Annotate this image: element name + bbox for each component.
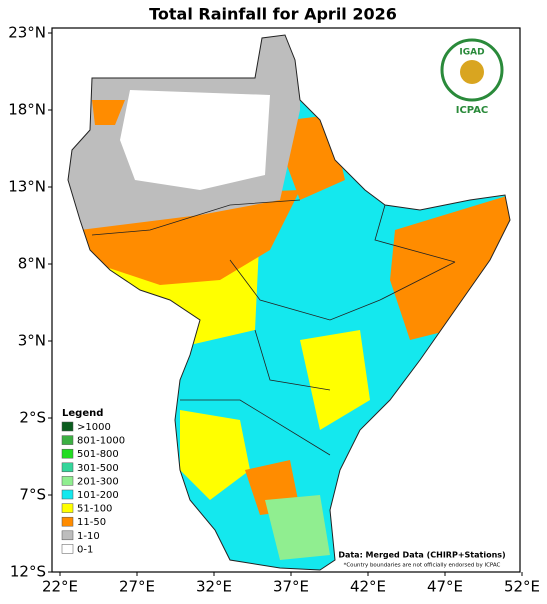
lat-tick-label: 18°N [8, 101, 46, 119]
lon-tick-label: 47°E [427, 578, 463, 596]
legend-swatch [61, 448, 74, 459]
zone [300, 330, 370, 430]
legend-swatch [61, 462, 74, 473]
lon-tick-label: 52°E [504, 578, 540, 596]
legend-swatch [61, 476, 74, 486]
legend-label: 801-1000 [77, 436, 125, 447]
legend-label: 51-100 [77, 504, 112, 515]
legend-swatch [61, 435, 74, 445]
legend-label: 0-1 [77, 544, 93, 555]
lat-tick-label: 23°N [8, 24, 46, 42]
legend-swatch [61, 421, 74, 432]
logo: IGAD ICPAC [440, 38, 504, 116]
legend-label: 301-500 [77, 463, 119, 474]
lon-tick-label: 22°E [42, 578, 78, 596]
legend-label: 1-10 [77, 531, 100, 542]
lon-tick-label: 37°E [273, 578, 309, 596]
lat-tick-label: 3°N [18, 332, 46, 350]
lat-tick-label: 2°S [19, 409, 46, 427]
region-outline [67, 34, 511, 571]
lon-tick-label: 32°E [196, 578, 232, 596]
legend-swatch [61, 516, 74, 527]
zone [265, 495, 330, 560]
lat-tick-label: 7°S [19, 486, 46, 504]
legend-label: 501-800 [77, 449, 119, 460]
map-frame [51, 27, 521, 573]
map-title: Total Rainfall for April 2026 [149, 5, 397, 24]
zone [390, 195, 510, 340]
legend-label: >1000 [77, 422, 111, 433]
zone [180, 410, 250, 500]
legend-swatch [61, 530, 74, 541]
lon-tick-label: 42°E [350, 578, 386, 596]
legend-swatch [61, 544, 74, 554]
logo-org: ICPAC [456, 105, 489, 116]
zone [120, 90, 270, 190]
logo-emblem [460, 60, 484, 84]
lon-tick-label: 27°E [119, 578, 155, 596]
legend-swatch [61, 503, 74, 513]
zone [92, 100, 125, 125]
lat-tick-label: 12°S [10, 563, 46, 581]
legend-swatch [61, 489, 74, 500]
legend-title: Legend [62, 408, 103, 419]
lat-tick-label: 13°N [8, 178, 46, 196]
source-note: Data: Merged Data (CHIRP+Stations) [338, 551, 505, 560]
lat-tick-label: 8°N [18, 255, 46, 273]
legend-label: 101-200 [77, 490, 119, 501]
legend-label: 201-300 [77, 476, 119, 487]
disclaimer: *Country boundaries are not officially e… [344, 563, 501, 569]
rainfall-field [68, 35, 510, 570]
borders [91, 199, 456, 456]
legend-label: 11-50 [77, 517, 106, 528]
logo-name: IGAD [459, 48, 484, 58]
